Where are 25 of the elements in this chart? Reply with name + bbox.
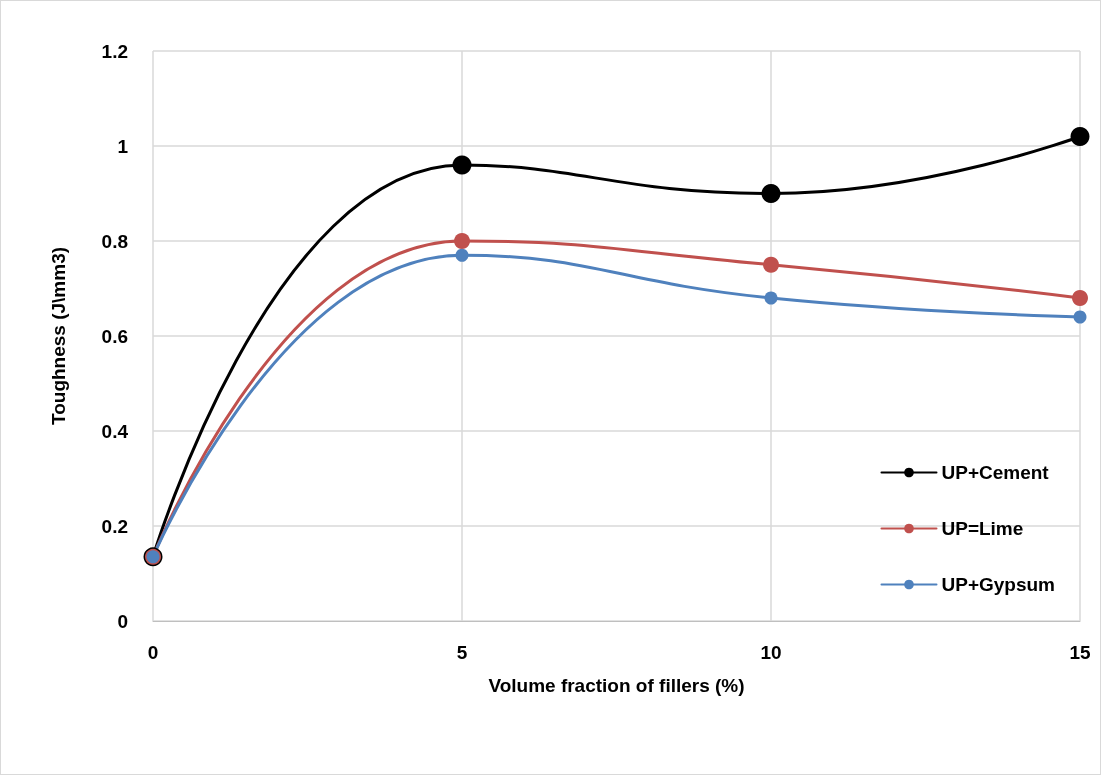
x-tick-label: 0 xyxy=(147,642,159,663)
point xyxy=(454,233,470,249)
legend-label: UP+Cement xyxy=(941,462,1050,483)
point xyxy=(455,248,469,262)
x-axis-title: Volume fraction of fillers (%) xyxy=(488,675,745,696)
point xyxy=(1070,127,1090,146)
point xyxy=(452,155,472,175)
legend-label: UP+Gypsum xyxy=(941,574,1056,595)
y-tick-label: 0.8 xyxy=(101,230,128,252)
y-tick-label: 1 xyxy=(117,135,129,157)
y-tick-label: 1.2 xyxy=(101,40,128,62)
point xyxy=(1073,310,1087,324)
point xyxy=(1072,290,1088,306)
legend-label: UP=Lime xyxy=(941,518,1024,539)
y-tick-label: 0 xyxy=(117,610,128,632)
y-tick-label: 0.6 xyxy=(101,325,128,347)
x-tick-label: 5 xyxy=(456,642,468,663)
x-tick-label: 10 xyxy=(760,642,782,663)
x-tick-label: 15 xyxy=(1069,642,1091,663)
point xyxy=(761,184,781,203)
y-tick-label: 0.2 xyxy=(101,515,128,537)
point xyxy=(764,291,778,305)
point xyxy=(763,256,779,273)
y-tick-label: 0.4 xyxy=(101,420,129,442)
y-axis-title: Toughness (J\mm3) xyxy=(48,246,69,426)
